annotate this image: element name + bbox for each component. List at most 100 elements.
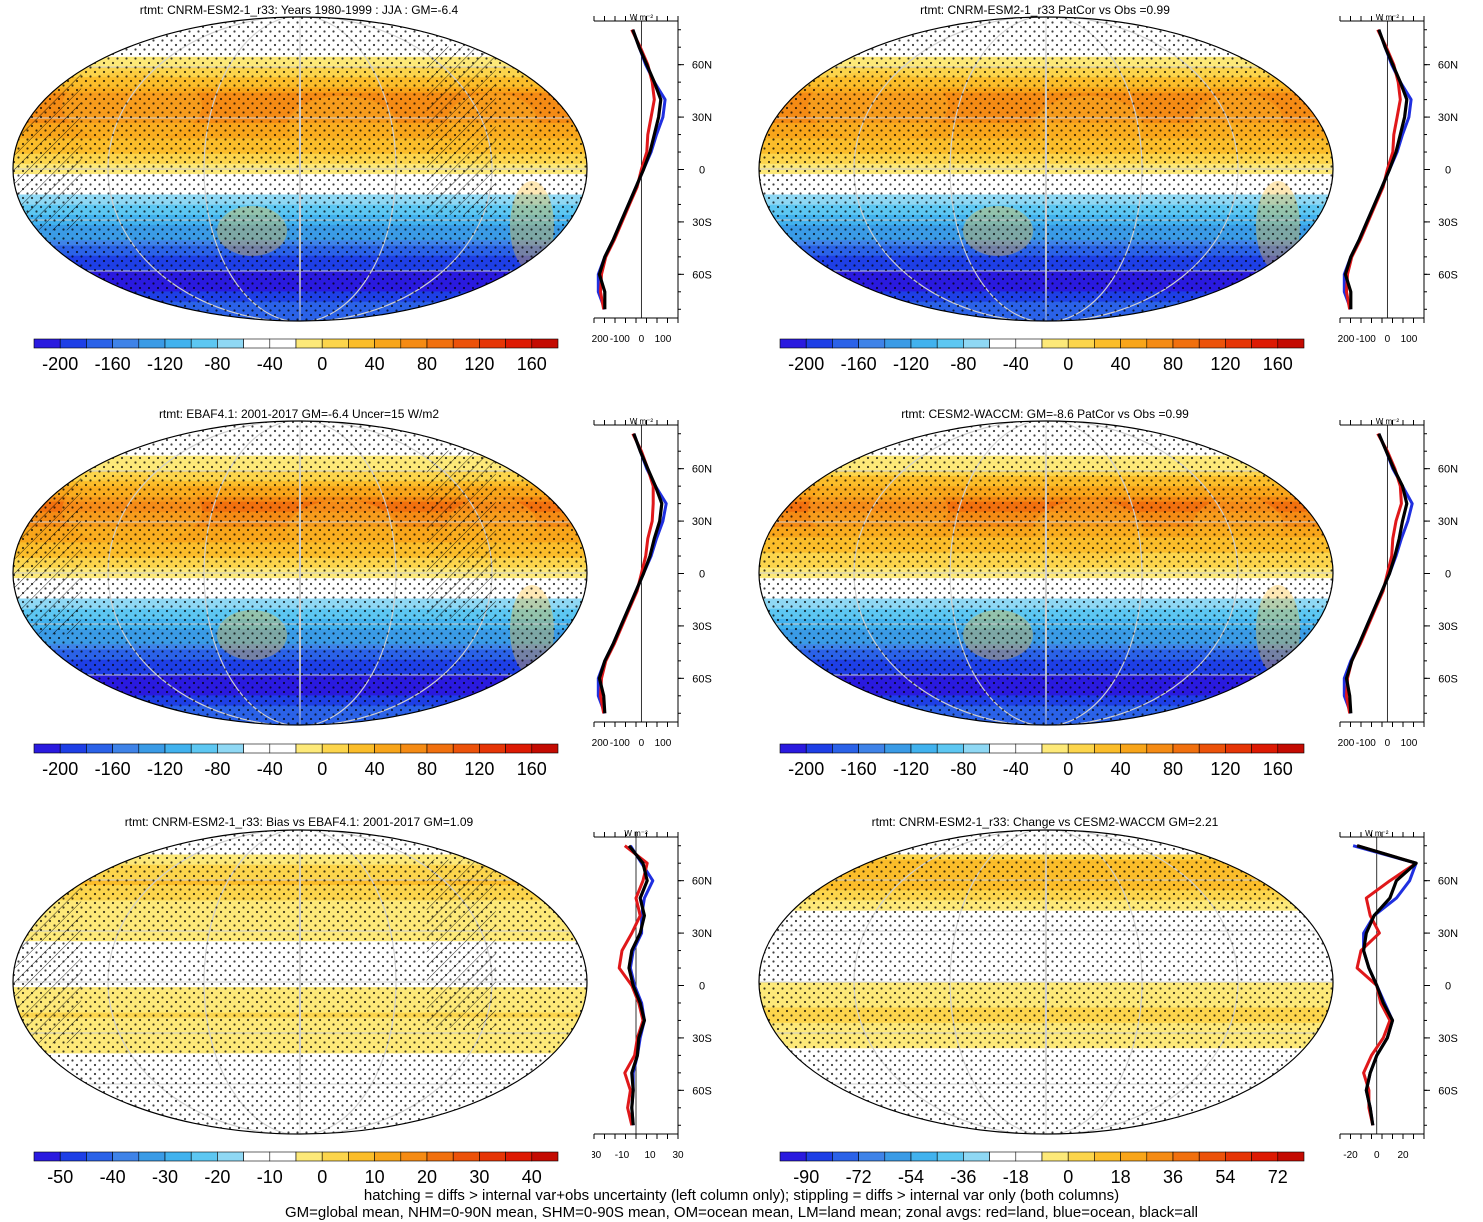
colorbar-tick-label: 40: [522, 1167, 542, 1187]
colorbar-tick-label: -80: [950, 354, 976, 374]
map-outline: [12, 16, 588, 322]
zonal-lat-tick-label: 30N: [1438, 112, 1458, 124]
colorbar-tick-label: 160: [517, 759, 547, 779]
zonal-unit-label: W m⁻²: [1376, 13, 1400, 22]
zonal-lat-tick-label: 30N: [692, 516, 712, 528]
hatching-overlay: [426, 450, 496, 619]
colorbar-swatch: [910, 1151, 938, 1162]
colorbar-swatch: [86, 743, 113, 754]
zonal-mean-plot: -200-100 0 100 W m⁻² 60N 30N 0 30S 60S: [592, 417, 712, 749]
colorbar-tick-label: -40: [1003, 354, 1029, 374]
colorbar-swatch: [164, 1151, 192, 1162]
colorbar-swatch: [348, 743, 375, 754]
colorbar-tick-label: -40: [100, 1167, 126, 1187]
colorbar-swatch: [858, 743, 886, 754]
colorbar-swatch: [217, 338, 244, 349]
zonal-x-tick-label: -100: [610, 738, 630, 749]
zonal-x-tick-label: 0: [1374, 1150, 1380, 1161]
zonal-lat-tick-label: 30N: [692, 112, 712, 124]
zonal-x-tick-label: 0: [1385, 738, 1391, 749]
zonal-series-land: [599, 433, 655, 714]
colorbar-tick-label: -40: [257, 354, 283, 374]
colorbar-tick-label: -90: [793, 1167, 819, 1187]
zonal-mean-plot: -200-100 0 100 W m⁻² 60N 30N 0 30S 60S: [1338, 417, 1458, 749]
zonal-x-tick-label: 20: [1397, 1150, 1409, 1161]
colorbar-swatch: [1198, 338, 1226, 349]
colorbar-swatch: [1225, 338, 1252, 349]
colorbar-swatch: [1120, 743, 1148, 754]
colorbar-tick-label: -40: [257, 759, 283, 779]
zonal-lat-tick-label: 60N: [692, 876, 712, 888]
colorbar-swatch: [858, 1151, 886, 1162]
panel-title: rtmt: CNRM-ESM2-1_r33: Change vs CESM2-W…: [871, 815, 1219, 829]
colorbar-swatch: [59, 338, 87, 349]
colorbar-swatch: [1146, 338, 1174, 349]
colorbar-tick-label: 40: [365, 759, 385, 779]
zonal-x-tick-label: 10: [644, 1150, 656, 1161]
zonal-lat-tick-label: 0: [699, 165, 705, 177]
zonal-lat-tick-label: 60N: [692, 464, 712, 476]
colorbar-tick-label: 120: [1210, 354, 1240, 374]
colorbar-swatch: [1094, 338, 1121, 349]
hatching-overlay: [426, 859, 496, 1028]
colorbar-swatch: [400, 1151, 428, 1162]
colorbar-tick-label: -30: [152, 1167, 178, 1187]
colorbar-swatch: [374, 743, 402, 754]
zonal-lat-tick-label: 30N: [1438, 516, 1458, 528]
zonal-lat-tick-label: 30S: [692, 217, 712, 229]
colorbar-swatch: [374, 338, 402, 349]
colorbar-swatch: [190, 338, 218, 349]
colorbar-swatch: [1172, 1151, 1200, 1162]
zonal-series-land: [1345, 29, 1402, 310]
stippling-overlay: [13, 830, 587, 1134]
colorbar-swatch: [531, 338, 559, 349]
colorbar-swatch: [989, 1151, 1017, 1162]
colorbar-tick-label: -200: [42, 759, 78, 779]
colorbar-swatch: [33, 743, 61, 754]
map-plot: [758, 420, 1334, 726]
zonal-lat-tick-label: 60N: [1438, 60, 1458, 72]
colorbar-tick-label: -200: [42, 354, 78, 374]
map-plot: [758, 829, 1334, 1135]
colorbar-swatch: [963, 743, 990, 754]
colorbar-swatch: [832, 338, 859, 349]
map-outline: [12, 829, 588, 1135]
zonal-series-ocean: [1352, 844, 1418, 1126]
zonal-series-ocean: [596, 29, 667, 310]
zonal-lat-tick-label: 30N: [692, 928, 712, 940]
zonal-series-all: [597, 29, 663, 310]
zonal-mean-plot: -20 0 20 W m⁻² 60N 30N 0 30S 60S: [1339, 829, 1458, 1161]
colorbar-tick-label: -50: [47, 1167, 73, 1187]
colorbar-tick-label: -18: [1003, 1167, 1029, 1187]
colorbar-swatch: [832, 1151, 859, 1162]
panel-title: rtmt: CNRM-ESM2-1_r33 PatCor vs Obs =0.9…: [920, 3, 1170, 17]
colorbar-swatch: [479, 338, 506, 349]
zonal-x-tick-label: 100: [655, 334, 672, 345]
colorbar-swatch: [910, 743, 938, 754]
zonal-unit-label: W m⁻²: [1365, 829, 1389, 838]
colorbar-swatch: [1198, 743, 1226, 754]
zonal-lat-tick-label: 0: [1445, 981, 1451, 993]
colorbar-swatch: [1120, 338, 1148, 349]
colorbar-swatch: [779, 338, 807, 349]
colorbar-tick-label: 36: [1163, 1167, 1183, 1187]
colorbar-swatch: [884, 743, 912, 754]
zonal-series-all: [1344, 433, 1409, 714]
colorbar-tick-label: 160: [1263, 759, 1293, 779]
colorbar-swatch: [963, 1151, 990, 1162]
zonal-x-tick-label: 100: [1401, 738, 1418, 749]
colorbar-tick-label: 160: [517, 354, 547, 374]
map-plot: [758, 16, 1334, 322]
colorbar-swatch: [1251, 743, 1279, 754]
zonal-series-all: [597, 433, 664, 714]
colorbar-tick-label: -20: [204, 1167, 230, 1187]
colorbar-swatch: [138, 338, 166, 349]
colorbar-swatch: [884, 1151, 912, 1162]
colorbar-swatch: [1172, 743, 1200, 754]
zonal-mean-plot: -30 -10 10 30 W m⁻² 60N 30N 0 30S 60S: [592, 829, 712, 1161]
colorbar-tick-label: 18: [1111, 1167, 1131, 1187]
zonal-x-tick-label: -100: [610, 334, 630, 345]
colorbar-swatch: [989, 743, 1017, 754]
